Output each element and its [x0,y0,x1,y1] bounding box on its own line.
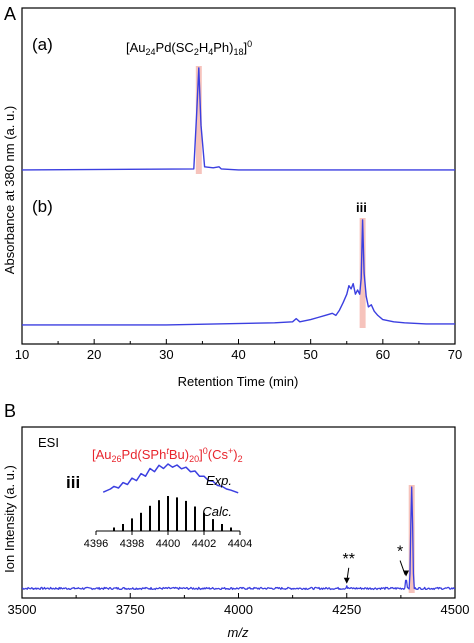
panel-a-plot [21,66,455,328]
panel-b-method-label: ESI [38,435,59,450]
formula-part: H [199,40,208,55]
formula-part: 2 [194,47,199,57]
panel-b-frame [21,426,456,599]
inset-iii-label: iii [66,473,80,492]
inset-tick-label: 4400 [156,538,180,550]
x-tick-label: 4500 [441,602,470,617]
subplot-highlight [359,218,366,328]
subplot-trace [22,219,455,326]
inset-exp-label: Exp. [206,473,232,488]
panel-a-ylabel: Absorbance at 380 nm (a. u.) [2,106,17,274]
inset-tick-label: 4398 [120,538,144,550]
panel-b-inset: iii 4396 4398 4400 4402 4404 Exp. Calc. [66,463,252,550]
subplot-trace [21,67,455,171]
peak-marker: * [397,544,403,561]
formula-part: Pd(SC [156,40,194,55]
formula-part: Bu) [169,447,189,462]
formula-part: ] [244,40,248,55]
inset-calc-label: Calc. [202,504,232,519]
x-tick-label: 40 [231,347,245,362]
formula-part: (Cs [208,447,229,462]
inset-exp-curve [102,463,239,494]
peak-arrow-head [343,577,350,584]
panel-b-trace [21,486,456,591]
panel-b-ylabel: Ion Intensity (a. u.) [2,465,17,573]
x-tick-label: 50 [303,347,317,362]
panel-a-letter: A [4,4,16,24]
inset-tick-label: 4396 [84,538,108,550]
subplot-b-iii-label: iii [356,200,367,215]
formula-part: + [228,446,233,456]
panel-b-formula: [Au26Pd(SPhtBu)20]0(Cs+)2 [92,446,243,464]
subplot-a-formula: [Au24Pd(SC2H4Ph)18]0 [126,39,252,57]
formula-part: 4 [208,47,213,57]
x-tick-label: 20 [87,347,101,362]
x-tick-label: 70 [448,347,462,362]
formula-part: Pd(SPh [122,447,167,462]
x-tick-label: 10 [15,347,29,362]
formula-part: 0 [203,446,208,456]
subplot-b-label: (b) [32,197,53,216]
formula-part: [Au [92,447,112,462]
x-tick-label: 4250 [332,602,361,617]
x-tick-label: 3750 [116,602,145,617]
formula-part: 20 [189,454,199,464]
panel-b-highlight [408,485,415,593]
x-tick-label: 3500 [8,602,37,617]
formula-part: ) [233,447,237,462]
panel-b-axes: 3500 3750 4000 4250 4500 [8,426,470,617]
formula-part: ] [199,447,203,462]
panel-b-xlabel: m/z [228,625,249,640]
formula-part: [Au [126,40,146,55]
panel-a-axes: 10 20 30 40 50 60 70 [15,7,462,362]
formula-part: t [166,446,169,456]
panel-a-xlabel: Retention Time (min) [178,374,299,389]
inset-tick-label: 4402 [192,538,216,550]
subplot-highlight [195,66,202,174]
panel-a-frame [21,7,456,345]
subplot-a-label: (a) [32,35,53,54]
formula-part: 24 [146,47,156,57]
formula-part: 0 [247,39,252,49]
x-tick-label: 30 [159,347,173,362]
x-tick-label: 4000 [224,602,253,617]
panel-b-letter: B [4,401,16,421]
x-tick-label: 60 [376,347,390,362]
formula-part: 18 [233,47,243,57]
inset-tick-label: 4404 [228,538,252,550]
formula-part: Ph) [213,40,233,55]
peak-arrow-head [403,570,410,577]
peak-marker: ** [343,551,355,568]
panel-b-plot: *** [21,485,456,593]
formula-part: 26 [112,454,122,464]
formula-part: 2 [238,454,243,464]
